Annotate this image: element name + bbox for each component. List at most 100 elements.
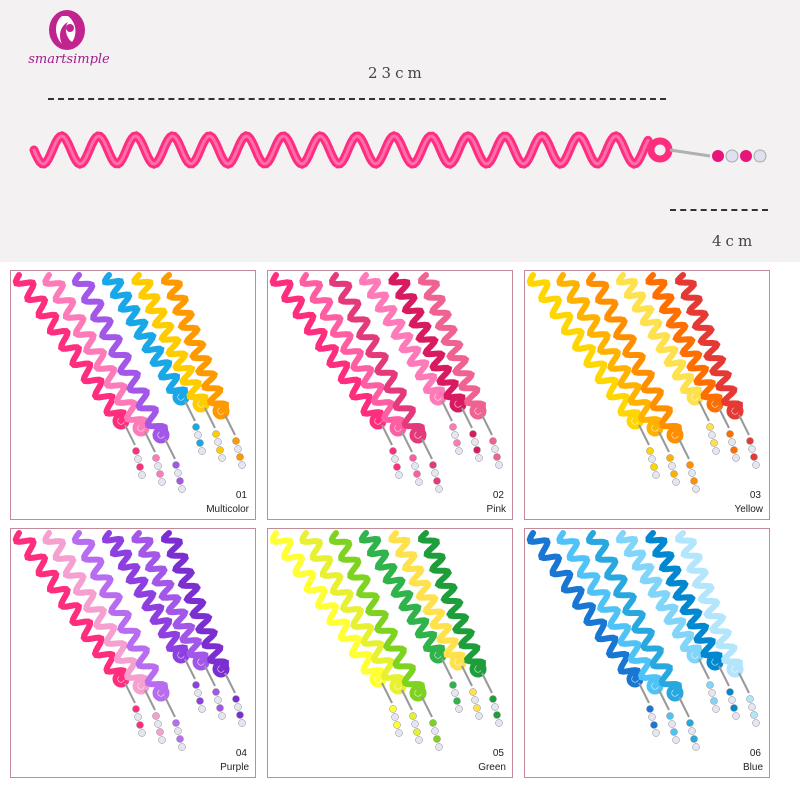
bead — [449, 681, 457, 689]
brand-logo: smartsimple — [14, 8, 124, 70]
variant-name: Pink — [486, 504, 506, 515]
metal-hook — [164, 696, 176, 718]
bead — [646, 447, 654, 455]
bead — [132, 447, 140, 455]
bead — [752, 461, 760, 469]
spiral-end-loop — [726, 660, 744, 678]
hair-spiral — [269, 530, 385, 682]
metal-hook — [204, 665, 216, 687]
hair-spiral — [675, 272, 743, 414]
hair-spiral — [388, 530, 466, 665]
metal-hook — [144, 431, 156, 453]
bead — [692, 743, 700, 751]
bead — [429, 719, 437, 727]
bead — [415, 736, 423, 744]
variant-number: 06 — [749, 748, 761, 759]
bead — [710, 439, 718, 447]
bead — [672, 478, 680, 486]
bead — [726, 688, 734, 696]
metal-hook — [658, 431, 670, 453]
hair-spiral — [161, 530, 229, 672]
metal-hook — [481, 672, 493, 694]
bead — [690, 735, 698, 743]
hair-spiral — [615, 530, 703, 658]
bead — [473, 446, 481, 454]
metal-hook — [421, 438, 433, 460]
bead — [750, 453, 758, 461]
bead — [393, 463, 401, 471]
bead — [666, 712, 674, 720]
metal-hook — [184, 400, 196, 422]
hair-spiral — [675, 530, 743, 672]
bead — [234, 445, 242, 453]
variant-number: 01 — [235, 490, 247, 501]
bead — [152, 454, 160, 462]
metal-hook — [381, 682, 393, 704]
brand-name: smartsimple — [28, 52, 110, 67]
spiral-end-loop — [469, 402, 487, 420]
hair-spiral — [358, 272, 446, 400]
hair-spiral — [299, 530, 405, 689]
bead — [194, 431, 202, 439]
bead — [489, 695, 497, 703]
bead — [154, 720, 162, 728]
variant-number: 05 — [492, 748, 504, 759]
variant-name: Blue — [742, 762, 763, 773]
bead — [156, 728, 164, 736]
spiral-bundle-photo — [12, 530, 246, 751]
bead — [750, 711, 758, 719]
bead — [214, 696, 222, 704]
bead — [409, 712, 417, 720]
bead — [218, 454, 226, 462]
metal-hook — [678, 696, 690, 718]
bead — [475, 712, 483, 720]
hair-spiral — [526, 272, 642, 424]
bead — [648, 455, 656, 463]
bead — [433, 477, 441, 485]
spiral-bundle-photo — [269, 272, 503, 493]
spiral-end-loop — [666, 426, 684, 444]
bead — [136, 721, 144, 729]
bead — [708, 689, 716, 697]
bead — [726, 430, 734, 438]
bead — [473, 704, 481, 712]
metal-hook — [638, 682, 650, 704]
metal-hook — [461, 665, 473, 687]
metal-hook — [144, 689, 156, 711]
bead — [469, 430, 477, 438]
bead — [236, 711, 244, 719]
bead — [748, 703, 756, 711]
bead — [668, 720, 676, 728]
bead — [690, 477, 698, 485]
bead — [435, 743, 443, 751]
bead — [688, 469, 696, 477]
spiral-end-loop — [706, 395, 724, 413]
woman-silhouette-icon — [49, 10, 85, 50]
bead — [495, 461, 503, 469]
variant-name: Green — [478, 762, 506, 773]
bead — [449, 423, 457, 431]
hair-spiral — [358, 530, 446, 658]
spiral-end-loop — [192, 395, 210, 413]
length-dashed-line — [48, 98, 666, 100]
bead — [493, 453, 501, 461]
bead — [134, 455, 142, 463]
variant-tile-purple: 04 Purple — [10, 528, 256, 778]
bead — [666, 454, 674, 462]
bead — [491, 703, 499, 711]
spiral-end-loop — [666, 684, 684, 702]
spiral-end-loop — [469, 660, 487, 678]
hair-spiral — [615, 272, 703, 400]
spiral-end-loop — [152, 684, 170, 702]
spiral-bundle-photo — [526, 272, 760, 493]
bead — [471, 696, 479, 704]
bead — [415, 478, 423, 486]
metal-hook — [204, 407, 216, 429]
bead — [686, 719, 694, 727]
bead — [172, 461, 180, 469]
bead — [495, 719, 503, 727]
bead — [238, 461, 246, 469]
bead — [212, 688, 220, 696]
hair-spiral — [131, 530, 209, 665]
bead — [216, 446, 224, 454]
